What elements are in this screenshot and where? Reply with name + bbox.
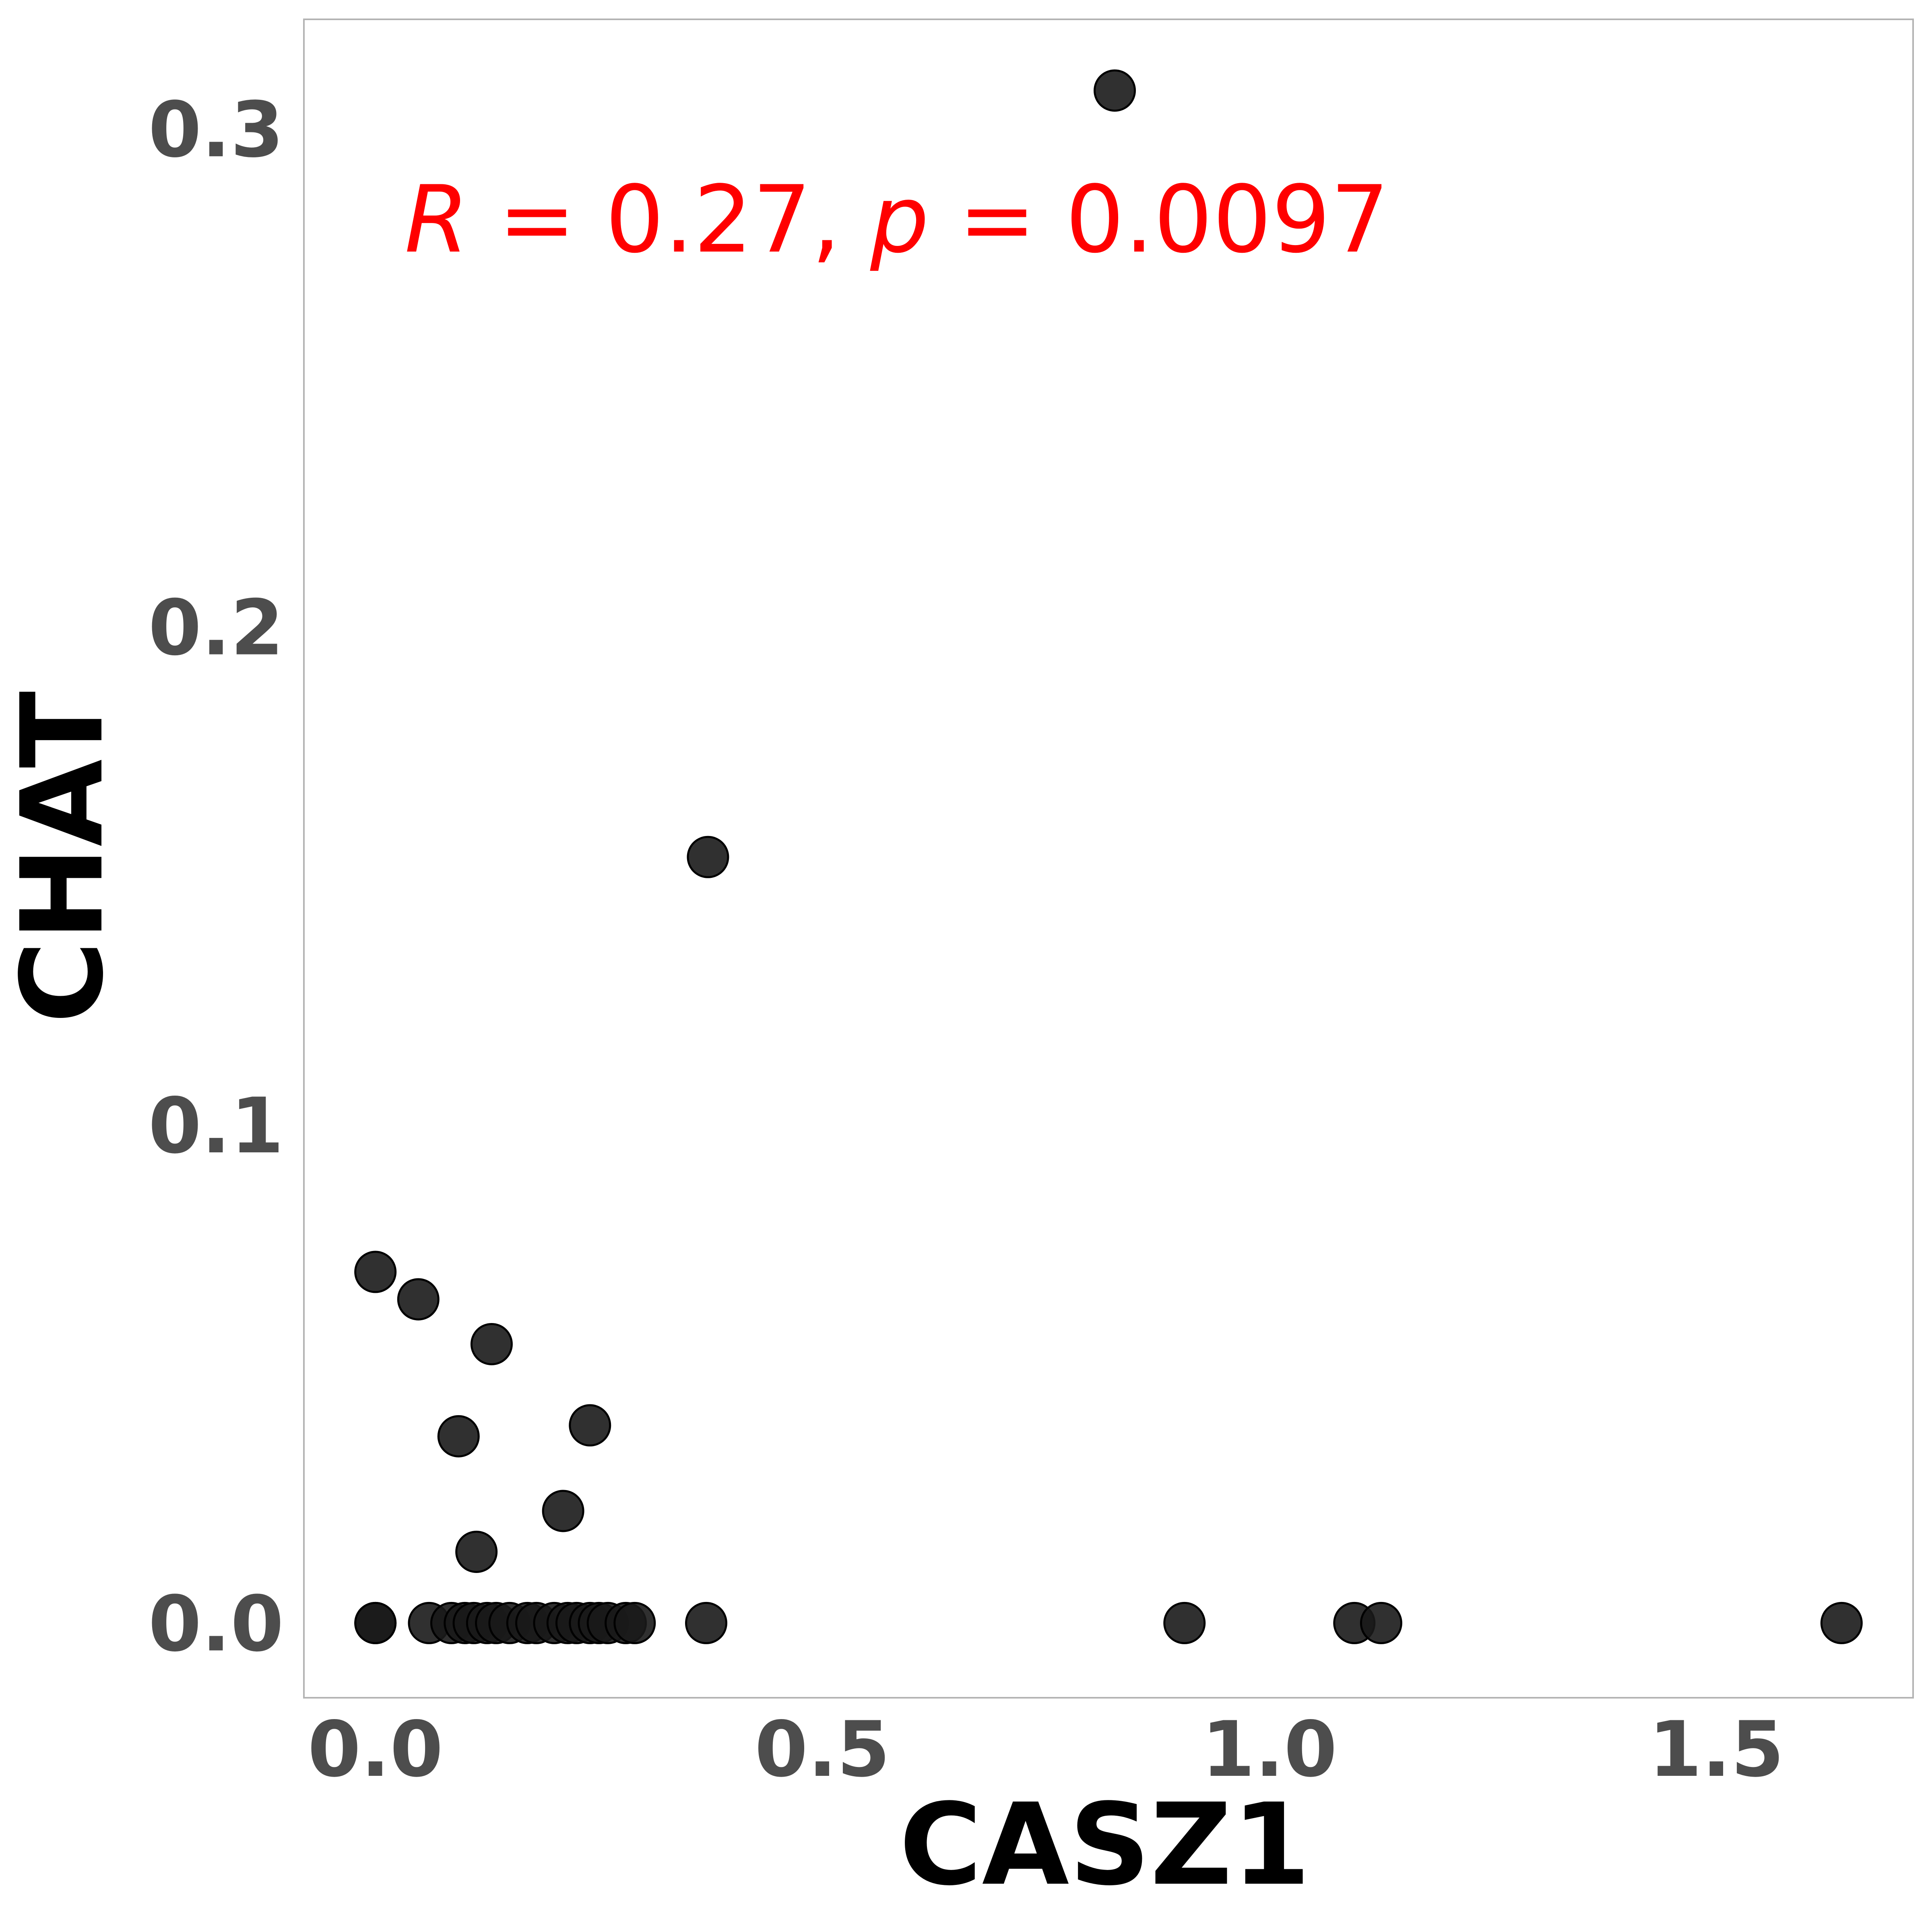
y-tick-label: 0.3: [148, 85, 284, 174]
data-point: [1094, 69, 1136, 112]
data-point: [397, 1278, 440, 1321]
data-point: [542, 1490, 584, 1532]
correlation-annotation: R = 0.27, p = 0.0097: [405, 166, 1389, 274]
data-point: [569, 1404, 611, 1447]
x-tick-label: 0.0: [308, 1705, 443, 1794]
data-point: [354, 1251, 397, 1293]
y-tick-labels: 0.0 0.1 0.2 0.3: [148, 85, 284, 1668]
r-value-text: = 0.27,: [469, 166, 870, 274]
y-tick-label: 0.1: [148, 1082, 284, 1170]
p-symbol: p: [870, 166, 929, 274]
y-tick-label: 0.2: [148, 584, 284, 673]
x-tick-label: 1.0: [1202, 1705, 1338, 1794]
y-axis-title: CHAT: [0, 691, 128, 1024]
data-point: [687, 836, 729, 878]
data-point: [1163, 1602, 1206, 1644]
data-point: [455, 1530, 498, 1573]
r-symbol: R: [405, 166, 469, 274]
data-point: [1360, 1602, 1402, 1644]
data-point: [470, 1323, 513, 1365]
data-point: [685, 1602, 727, 1644]
x-tick-label: 1.5: [1649, 1705, 1784, 1794]
y-tick-label: 0.0: [148, 1579, 284, 1668]
data-point: [1820, 1602, 1863, 1644]
x-tick-labels: 0.0 0.5 1.0 1.5: [308, 1705, 1784, 1794]
x-axis-title: CASZ1: [899, 1779, 1311, 1911]
data-point: [437, 1415, 480, 1457]
data-point: [613, 1602, 656, 1644]
data-point: [354, 1602, 397, 1644]
plot-frame: [303, 19, 1914, 1699]
points-layer: [354, 69, 1863, 1644]
x-tick-label: 0.5: [755, 1705, 890, 1794]
p-value-text: = 0.0097: [929, 166, 1389, 274]
